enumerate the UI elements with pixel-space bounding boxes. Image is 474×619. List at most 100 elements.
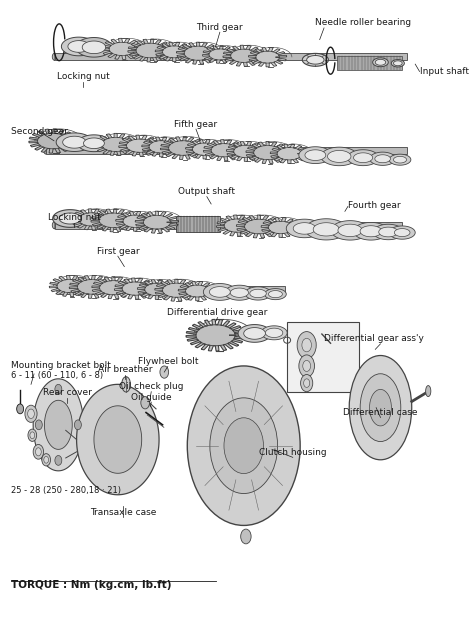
Circle shape: [25, 405, 37, 422]
Polygon shape: [55, 53, 407, 61]
Polygon shape: [270, 144, 309, 163]
Text: Differential drive gear: Differential drive gear: [167, 308, 268, 317]
Polygon shape: [68, 41, 90, 52]
FancyBboxPatch shape: [287, 322, 359, 392]
Ellipse shape: [224, 418, 264, 474]
Polygon shape: [160, 137, 206, 160]
Polygon shape: [186, 319, 245, 351]
Polygon shape: [347, 150, 379, 166]
Polygon shape: [313, 223, 339, 236]
Polygon shape: [328, 150, 351, 162]
Ellipse shape: [122, 377, 130, 392]
Circle shape: [241, 529, 251, 544]
Polygon shape: [217, 215, 258, 236]
Polygon shape: [203, 140, 245, 161]
Polygon shape: [265, 328, 283, 337]
Polygon shape: [302, 53, 328, 66]
Polygon shape: [305, 150, 326, 160]
Polygon shape: [45, 400, 72, 449]
Circle shape: [42, 454, 51, 466]
Polygon shape: [135, 211, 179, 233]
Text: Second gear: Second gear: [10, 127, 67, 136]
Polygon shape: [264, 288, 286, 300]
Text: Fourth gear: Fourth gear: [348, 201, 401, 210]
Polygon shape: [379, 227, 398, 237]
Text: Oil guide: Oil guide: [131, 392, 172, 402]
Polygon shape: [92, 277, 135, 299]
Circle shape: [304, 379, 310, 387]
Text: 6 - 11 (60 - 110, 6 - 8): 6 - 11 (60 - 110, 6 - 8): [10, 371, 103, 380]
Polygon shape: [155, 42, 193, 61]
Text: Differential case: Differential case: [343, 408, 418, 417]
Polygon shape: [225, 285, 254, 300]
Ellipse shape: [360, 374, 401, 441]
Polygon shape: [114, 278, 156, 299]
Polygon shape: [44, 147, 46, 154]
Text: Clutch housing: Clutch housing: [259, 448, 327, 457]
Polygon shape: [63, 136, 86, 148]
Text: 25 - 28 (250 - 280,18 · 21): 25 - 28 (250 - 280,18 · 21): [10, 487, 120, 495]
Polygon shape: [76, 38, 112, 57]
Polygon shape: [293, 223, 316, 234]
Polygon shape: [55, 222, 402, 229]
Text: Air breather: Air breather: [98, 365, 153, 374]
Polygon shape: [268, 290, 283, 298]
Text: Locking nut: Locking nut: [57, 72, 109, 81]
Text: Differential gear ass'y: Differential gear ass'y: [324, 334, 424, 344]
Circle shape: [74, 420, 82, 430]
Polygon shape: [354, 153, 373, 163]
Polygon shape: [248, 48, 287, 67]
Polygon shape: [307, 56, 324, 64]
Text: Input shaft: Input shaft: [419, 67, 469, 76]
Polygon shape: [56, 133, 92, 152]
Polygon shape: [59, 286, 285, 293]
Polygon shape: [71, 209, 113, 230]
Text: Needle roller bearing: Needle roller bearing: [315, 19, 411, 27]
Circle shape: [17, 404, 24, 413]
Ellipse shape: [426, 386, 431, 397]
Polygon shape: [375, 59, 386, 65]
Circle shape: [303, 360, 310, 371]
Ellipse shape: [187, 366, 300, 526]
Polygon shape: [305, 219, 347, 240]
Polygon shape: [360, 226, 382, 237]
Polygon shape: [203, 284, 237, 300]
Circle shape: [299, 355, 314, 377]
Polygon shape: [337, 56, 402, 71]
Text: Rear cover: Rear cover: [43, 388, 91, 397]
Ellipse shape: [349, 355, 412, 460]
Polygon shape: [338, 224, 362, 236]
Circle shape: [160, 366, 169, 378]
Polygon shape: [49, 275, 91, 297]
Polygon shape: [238, 324, 271, 342]
Polygon shape: [210, 287, 230, 297]
Polygon shape: [331, 220, 369, 240]
Polygon shape: [373, 58, 388, 67]
Polygon shape: [176, 42, 220, 64]
Polygon shape: [59, 213, 81, 224]
Circle shape: [28, 429, 36, 441]
Polygon shape: [29, 129, 77, 153]
Polygon shape: [244, 327, 265, 339]
Text: TORQUE : Nm (kg.cm, lb.ft): TORQUE : Nm (kg.cm, lb.ft): [10, 581, 171, 591]
Text: Fifth gear: Fifth gear: [174, 119, 218, 129]
Polygon shape: [116, 212, 155, 231]
Polygon shape: [77, 135, 110, 152]
Polygon shape: [128, 39, 173, 62]
Polygon shape: [394, 228, 410, 236]
Polygon shape: [245, 287, 271, 300]
Polygon shape: [375, 155, 391, 163]
Polygon shape: [178, 282, 216, 301]
Polygon shape: [370, 152, 396, 165]
Circle shape: [141, 397, 149, 409]
Circle shape: [55, 456, 62, 465]
Circle shape: [36, 448, 41, 456]
Polygon shape: [389, 154, 411, 165]
Text: Locking nut: Locking nut: [48, 214, 101, 222]
Circle shape: [44, 456, 48, 463]
Polygon shape: [83, 138, 104, 149]
Polygon shape: [52, 222, 55, 229]
Polygon shape: [77, 384, 159, 495]
Text: Output shaft: Output shaft: [178, 187, 235, 196]
Polygon shape: [202, 46, 237, 63]
